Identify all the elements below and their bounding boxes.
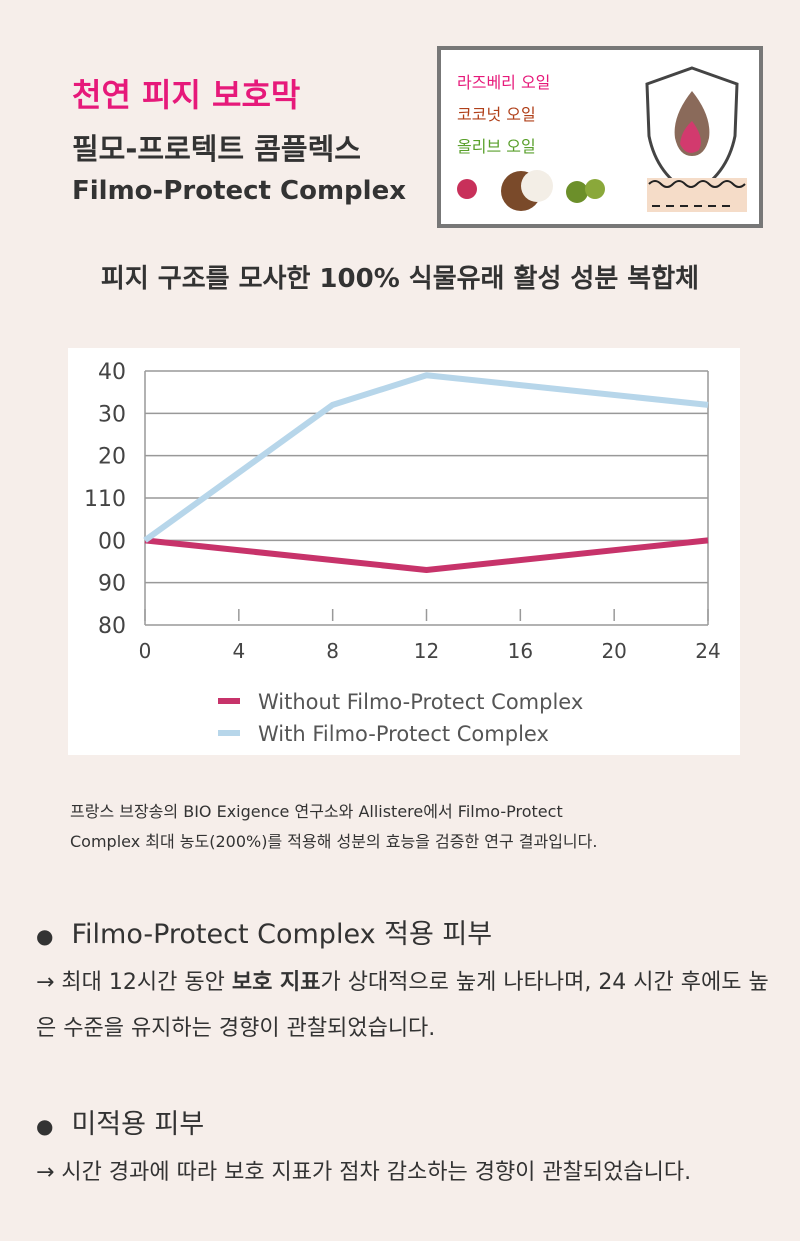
bullet-title: ● Filmo-Protect Complex 적용 피부 [36, 919, 493, 950]
text: 가 상대적으로 높게 나타나며, 24 시간 후에도 높은 수준을 유지하는 경… [36, 970, 769, 1041]
x-tick-label: 16 [508, 639, 533, 663]
text-bold: 보호 지표 [231, 970, 321, 995]
bullet-text: → 시간 경과에 따라 보호 지표가 점차 감소하는 경향이 관찰되었습니다. [36, 1150, 776, 1196]
y-tick-label: 20 [98, 445, 126, 470]
ingredient: 라즈베리 오일 [457, 73, 550, 92]
legend-label: Without Filmo-Protect Complex [258, 690, 583, 714]
bullet-title-text: 미적용 피부 [71, 1109, 205, 1140]
text: → 시간 경과에 따라 보호 지표가 점차 감소하는 경향이 관찰되었습니다. [36, 1160, 692, 1185]
caption: 프랑스 브장송의 BIO Exigence 연구소와 Allistere에서 F… [70, 797, 597, 857]
caption-line: Complex 최대 농도(200%)를 적용해 성분의 효능을 검증한 연구 … [70, 832, 598, 851]
y-tick-label: 40 [98, 360, 126, 385]
name-en: Filmo-Protect Complex [72, 176, 406, 206]
y-tick-label: 30 [98, 402, 126, 427]
bullet-title-text: Filmo-Protect Complex 적용 피부 [71, 919, 493, 950]
ingredient: 올리브 오일 [457, 137, 536, 156]
name-ko: 필모-프로텍트 콤플렉스 [72, 132, 361, 166]
x-tick-label: 20 [601, 639, 626, 663]
bullet-title: ● 미적용 피부 [36, 1109, 205, 1140]
chart: 40 30 20 110 00 90 80 0 4 8 12 16 20 24 Without Filmo-… [68, 348, 740, 755]
series-line [144, 537, 709, 573]
y-tick-label: 110 [84, 487, 126, 512]
caption-line: 프랑스 브장송의 BIO Exigence 연구소와 Allistere에서 F… [70, 802, 563, 821]
legend-label: With Filmo-Protect Complex [258, 722, 549, 746]
bullets: ● Filmo-Protect Complex 적용 피부 → 최대 12시간 동… [36, 912, 776, 1196]
x-tick-label: 4 [232, 639, 245, 663]
title: 천연 피지 보호막 [72, 76, 301, 114]
y-tick-label: 80 [98, 614, 126, 639]
x-tick-label: 0 [139, 639, 152, 663]
x-tick-label: 24 [695, 639, 720, 663]
y-tick-label: 90 [98, 572, 126, 597]
y-tick-label: 00 [98, 529, 126, 554]
ingredient-box: 라즈베리 오일 코코넛 오일 올리브 오일 [437, 46, 763, 228]
x-tick-label: 12 [414, 639, 439, 663]
series-line [143, 372, 709, 543]
x-tick-label: 8 [326, 639, 339, 663]
bullet-text: → 최대 12시간 동안 보호 지표가 상대적으로 높게 나타나며, 24 시간… [36, 960, 776, 1052]
ingredient: 코코넛 오일 [457, 105, 536, 124]
subtitle: 피지 구조를 모사한 100% 식물유래 활성 성분 복합체 [100, 264, 700, 294]
text: → 최대 12시간 동안 [36, 970, 232, 995]
